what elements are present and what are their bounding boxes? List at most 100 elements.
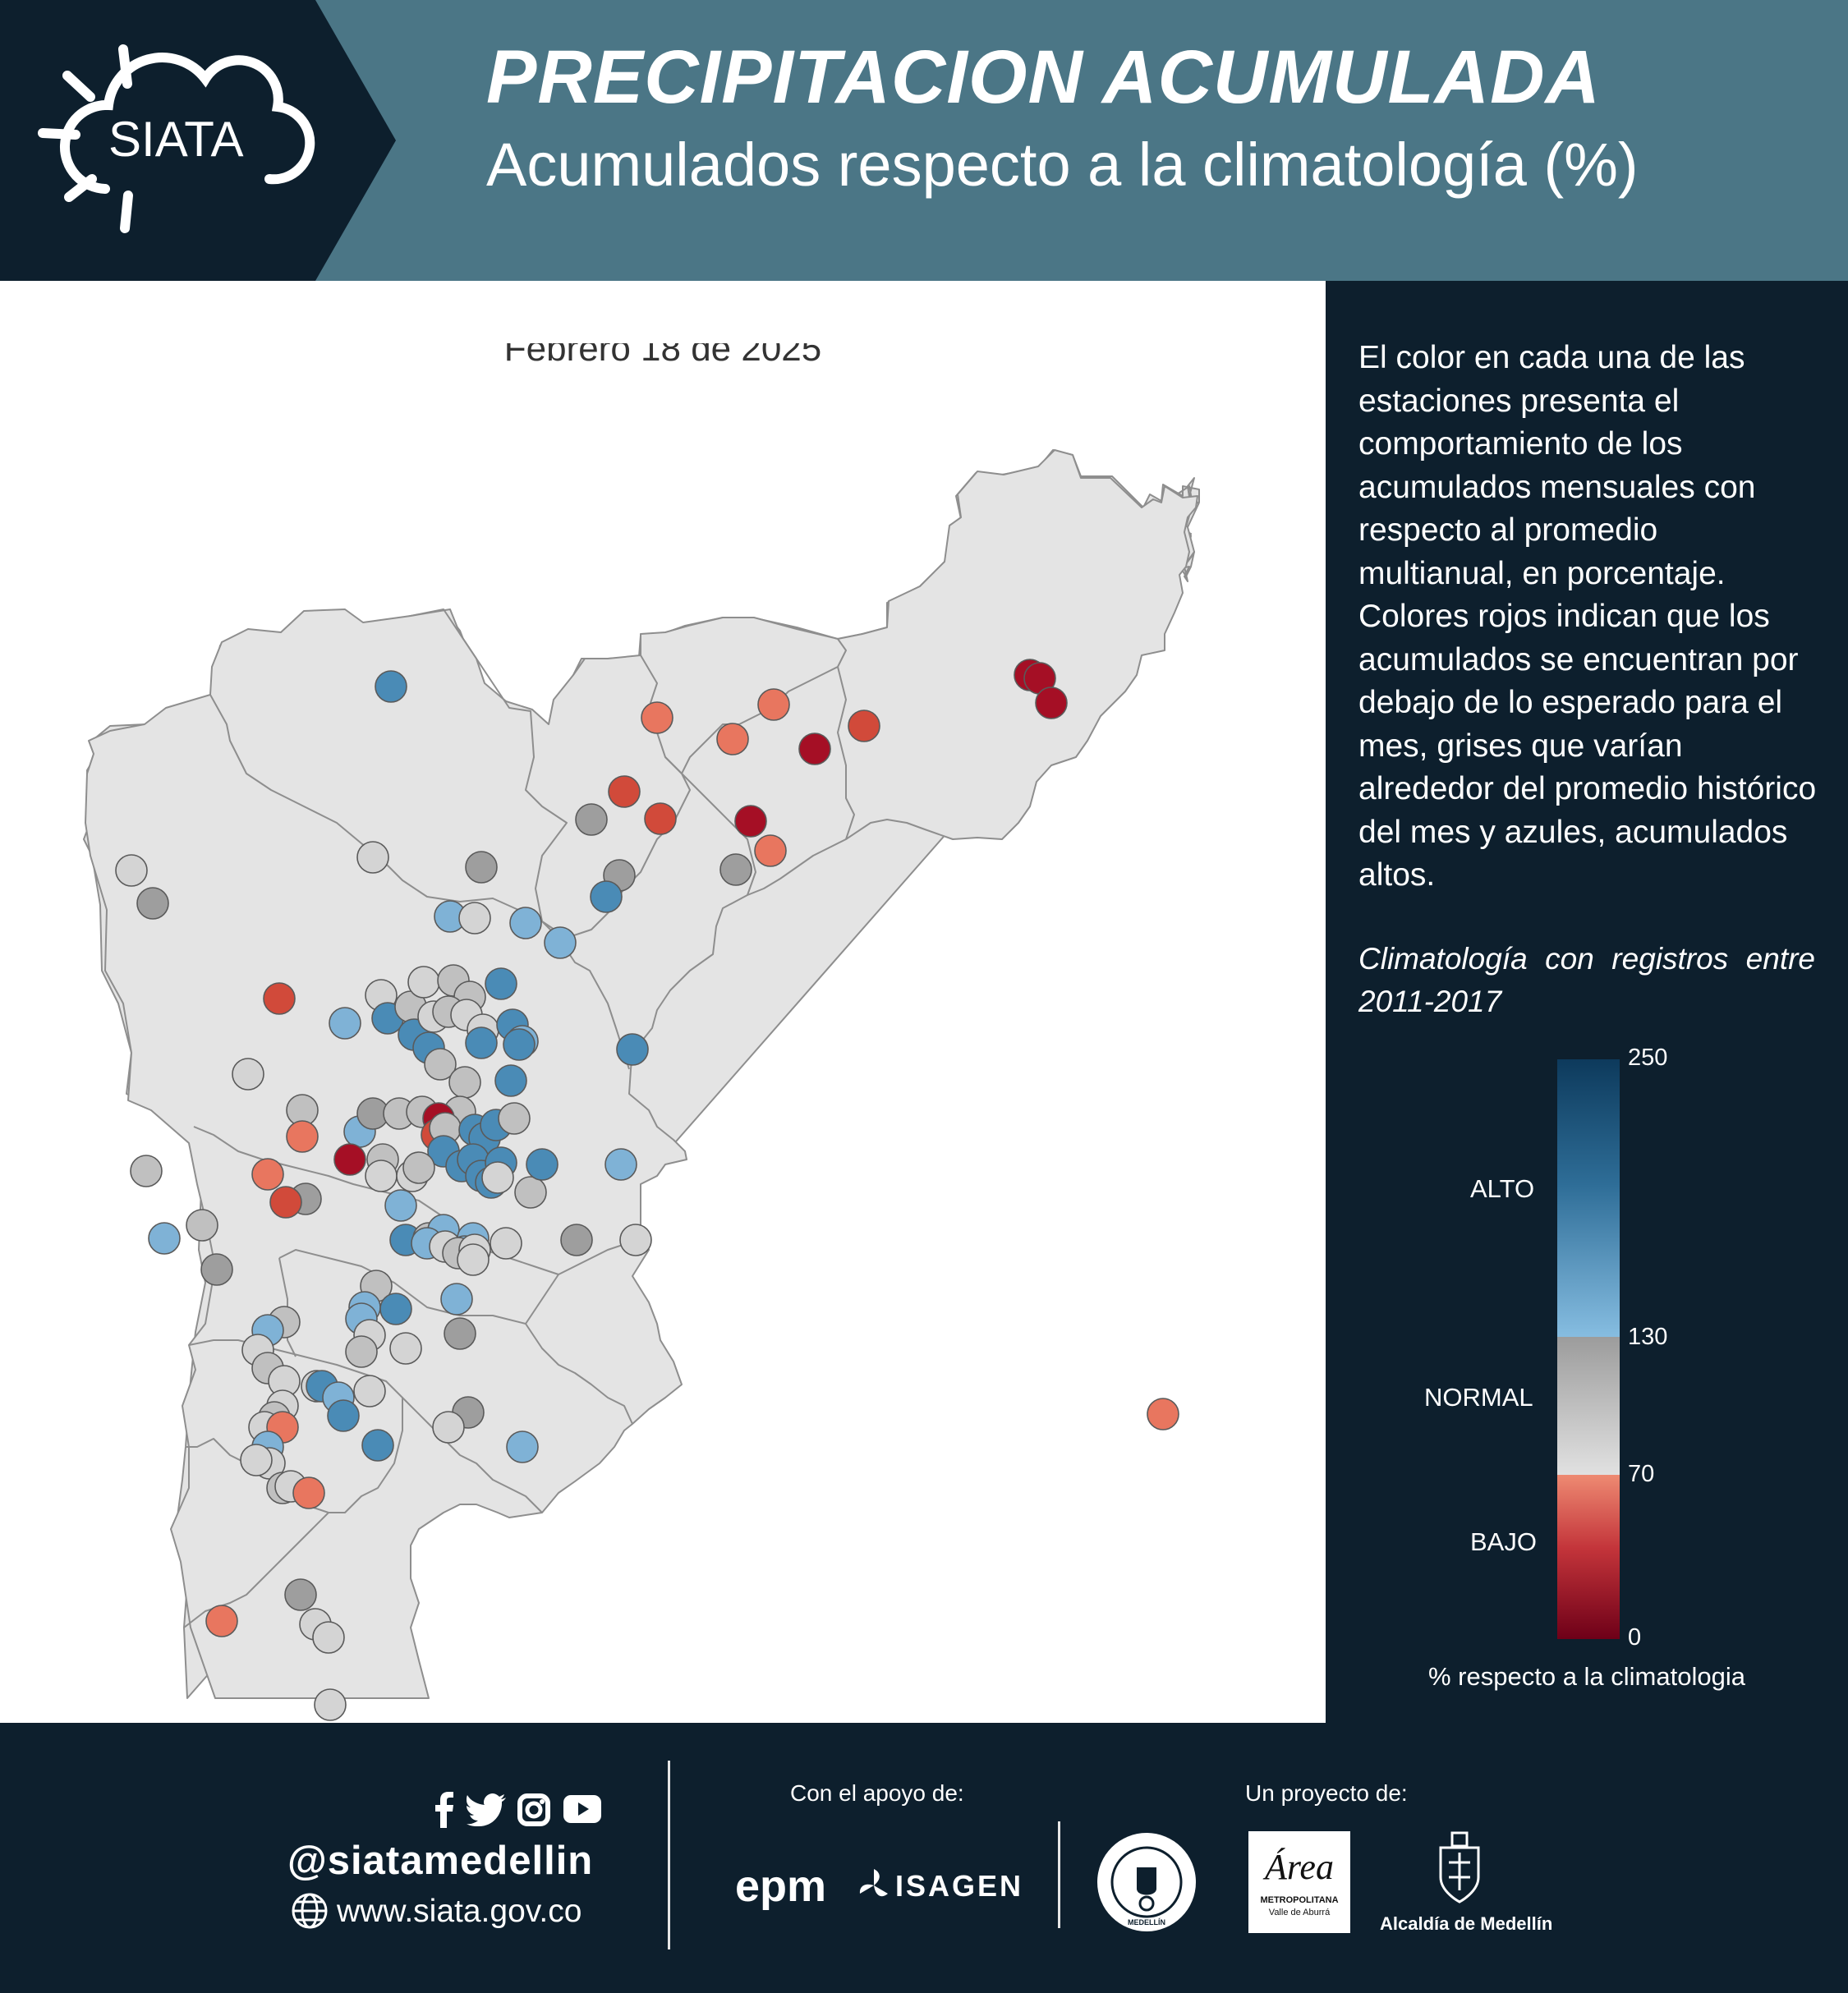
station-marker: [205, 1605, 238, 1637]
map-area: Febrero 18 de 2025: [0, 281, 1326, 1723]
station-marker: [457, 1243, 490, 1276]
social-icons: [432, 1792, 603, 1830]
station-marker: [329, 1007, 361, 1040]
station-marker: [1147, 1398, 1179, 1430]
alcaldia-crest: [1439, 1831, 1480, 1903]
colorbar-label-bajo: BAJO: [1470, 1527, 1537, 1556]
colorbar-label-normal: NORMAL: [1424, 1383, 1533, 1412]
station-marker: [644, 802, 677, 835]
station-marker: [200, 1253, 233, 1286]
station-marker: [605, 1148, 637, 1181]
station-marker: [312, 1621, 345, 1654]
station-marker: [402, 1151, 435, 1184]
station-marker: [560, 1224, 593, 1256]
station-marker: [444, 1317, 476, 1350]
station-marker: [407, 966, 440, 999]
isagen-icon: [859, 1869, 888, 1897]
station-marker: [641, 701, 673, 734]
station-marker: [375, 670, 407, 703]
station-marker: [130, 1155, 163, 1187]
station-marker: [345, 1335, 378, 1368]
twitter-icon[interactable]: [467, 1793, 506, 1826]
area-metropolitana-sub2: Valle de Aburrá: [1268, 1908, 1331, 1917]
station-marker: [490, 1227, 522, 1260]
area-metropolitana-sub1: METROPOLITANA: [1260, 1895, 1339, 1905]
station-marker: [440, 1283, 473, 1316]
station-marker: [544, 926, 577, 959]
station-marker: [716, 723, 749, 755]
siata-logo-text: SIATA: [108, 112, 243, 167]
station-marker: [365, 1160, 398, 1192]
map: [83, 449, 1200, 1721]
station-marker: [619, 1224, 652, 1256]
station-marker: [465, 851, 498, 884]
instagram-icon[interactable]: [517, 1793, 550, 1826]
station-marker: [292, 1476, 325, 1509]
isagen-logo: ISAGEN: [895, 1869, 1024, 1903]
station-marker: [754, 834, 787, 867]
station-marker: [353, 1375, 386, 1407]
dagrd-seal-text: MEDELLÍN: [1128, 1918, 1165, 1926]
station-marker: [186, 1209, 218, 1242]
page-title: PRECIPITACION ACUMULADA: [486, 35, 1601, 119]
station-marker: [503, 1028, 536, 1061]
station-marker: [232, 1058, 264, 1091]
station-marker: [848, 709, 880, 742]
station-marker: [240, 1444, 273, 1476]
station-marker: [356, 841, 389, 874]
legend-description: El color en cada una de las estaciones p…: [1358, 340, 1817, 893]
colorbar-tick-70: 70: [1628, 1461, 1655, 1487]
footer-divider: [668, 1761, 670, 1949]
dagrd-seal: MEDELLÍN: [1097, 1833, 1196, 1931]
station-marker: [136, 887, 169, 920]
station-marker: [115, 854, 148, 887]
station-marker: [361, 1429, 394, 1462]
station-marker: [481, 1161, 514, 1194]
siata-logo: [38, 44, 315, 233]
station-marker: [719, 853, 752, 886]
station-marker: [616, 1033, 649, 1066]
station-marker: [575, 803, 608, 836]
colorbar-segment-alto: [1557, 1059, 1620, 1337]
station-markers: [115, 659, 1179, 1721]
station-marker: [314, 1688, 347, 1721]
website-link[interactable]: www.siata.gov.co: [337, 1894, 582, 1929]
colorbar-tick-0: 0: [1628, 1624, 1642, 1651]
station-marker: [148, 1222, 181, 1255]
station-marker: [458, 902, 491, 935]
station-marker: [590, 880, 623, 913]
footer: @siatamedellin www.siata.gov.co Con el a…: [0, 1723, 1848, 1993]
station-marker: [509, 907, 542, 939]
social-handle[interactable]: @siatamedellin: [287, 1839, 594, 1883]
colorbar: [1557, 1059, 1620, 1639]
station-marker: [379, 1293, 412, 1325]
station-marker: [608, 775, 641, 808]
colorbar-tick-250: 250: [1628, 1045, 1668, 1071]
globe-icon: [292, 1893, 328, 1929]
station-marker: [448, 1066, 481, 1099]
station-marker: [1035, 687, 1068, 719]
station-marker: [432, 1411, 465, 1444]
station-marker: [333, 1143, 366, 1176]
station-marker: [734, 805, 767, 838]
facebook-icon[interactable]: [432, 1792, 457, 1828]
station-marker: [269, 1186, 302, 1219]
youtube-icon[interactable]: [563, 1795, 601, 1825]
station-marker: [284, 1578, 317, 1611]
colorbar-caption: % respecto a la climatologia: [1428, 1662, 1745, 1691]
project-label: Un proyecto de:: [1245, 1780, 1408, 1806]
header-logo-block: SIATA: [0, 0, 396, 281]
station-marker: [485, 967, 517, 1000]
station-marker: [286, 1120, 319, 1153]
area-metropolitana-logo: Área METROPOLITANA Valle de Aburrá: [1248, 1831, 1350, 1933]
header: SIATA PRECIPITACION ACUMULADA Acumulados…: [0, 0, 1848, 281]
station-marker: [506, 1430, 539, 1463]
station-marker: [526, 1148, 559, 1181]
station-marker: [424, 1048, 457, 1081]
colorbar-label-alto: ALTO: [1470, 1174, 1535, 1203]
map-date-label: Febrero 18 de 2025: [503, 343, 822, 369]
climatology-note: Climatología con registros entre 2011-20…: [1358, 942, 1815, 1018]
station-marker: [514, 1176, 547, 1209]
station-marker: [798, 732, 831, 765]
alcaldia-label: Alcaldía de Medellín: [1380, 1913, 1553, 1934]
